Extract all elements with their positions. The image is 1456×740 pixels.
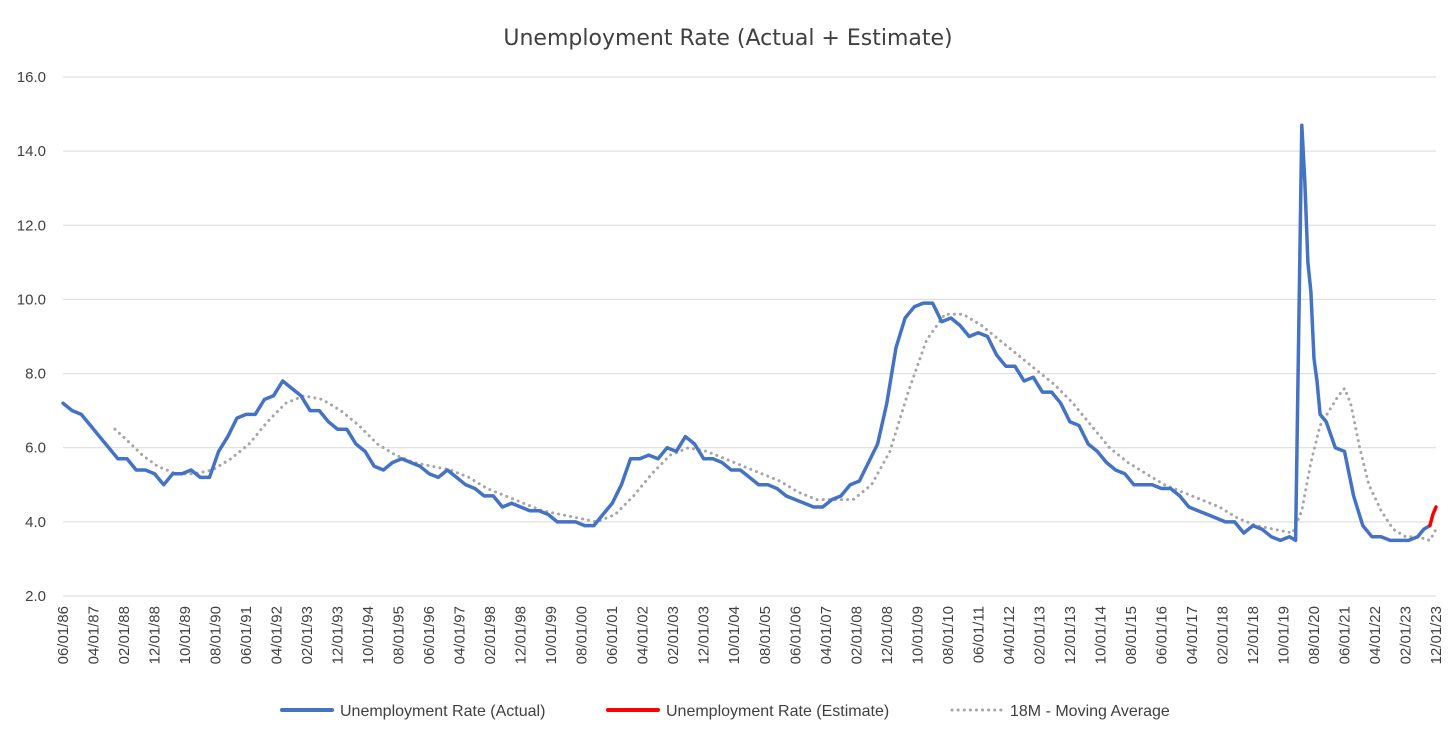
x-tick-label: 10/01/09: [909, 606, 926, 664]
x-tick-label: 02/01/23: [1397, 606, 1414, 664]
x-tick-label: 04/01/92: [269, 606, 286, 664]
x-tick-label: 08/01/20: [1306, 606, 1323, 664]
x-tick-label: 06/01/91: [238, 606, 255, 664]
legend-label-0: Unemployment Rate (Actual): [340, 703, 545, 720]
x-tick-label: 12/01/08: [879, 606, 896, 664]
y-tick-label: 16.0: [17, 69, 46, 86]
y-tick-label: 4.0: [25, 514, 46, 531]
x-tick-label: 06/01/01: [604, 606, 621, 664]
series-line-0: [61, 123, 1432, 543]
y-tick-label: 6.0: [25, 440, 46, 457]
x-tick-label: 08/01/00: [574, 606, 591, 664]
x-tick-label: 08/01/90: [208, 606, 225, 664]
x-tick-label: 04/01/87: [86, 606, 103, 664]
legend: Unemployment Rate (Actual) Unemployment R…: [280, 703, 1170, 720]
x-tick-label: 10/01/14: [1092, 606, 1109, 664]
series-line-1: [1428, 505, 1438, 528]
y-axis-ticks: 2.0 4.0 6.0 8.0 10.0 12.0 14.0 16.0: [17, 69, 46, 605]
x-tick-label: 02/01/93: [299, 606, 316, 664]
series-line-2: [113, 312, 1438, 542]
x-tick-label: 02/01/03: [665, 606, 682, 664]
x-tick-label: 06/01/86: [55, 606, 72, 664]
x-tick-label: 06/01/96: [421, 606, 438, 664]
x-tick-label: 08/01/05: [757, 606, 774, 664]
x-tick-label: 02/01/13: [1031, 606, 1048, 664]
y-tick-label: 12.0: [17, 217, 46, 234]
x-tick-label: 10/01/99: [543, 606, 560, 664]
x-tick-label: 04/01/97: [452, 606, 469, 664]
x-tick-label: 04/01/07: [818, 606, 835, 664]
x-tick-label: 02/01/88: [116, 606, 133, 664]
y-tick-label: 10.0: [17, 291, 46, 308]
x-tick-label: 12/01/03: [696, 606, 713, 664]
x-tick-label: 06/01/06: [787, 606, 804, 664]
y-tick-label: 2.0: [25, 588, 46, 605]
x-tick-label: 02/01/08: [848, 606, 865, 664]
x-tick-label: 12/01/88: [147, 606, 164, 664]
y-tick-label: 8.0: [25, 366, 46, 383]
legend-label-2: 18M - Moving Average: [1010, 703, 1170, 720]
legend-label-1: Unemployment Rate (Estimate): [666, 703, 889, 720]
x-tick-label: 10/01/04: [726, 606, 743, 664]
x-tick-label: 06/01/21: [1336, 606, 1353, 664]
x-tick-label: 06/01/16: [1153, 606, 1170, 664]
x-tick-label: 04/01/12: [1001, 606, 1018, 664]
x-tick-label: 12/01/18: [1245, 606, 1262, 664]
x-tick-label: 10/01/19: [1275, 606, 1292, 664]
series-lines: [61, 123, 1438, 543]
x-tick-label: 12/01/23: [1428, 606, 1445, 664]
y-tick-label: 14.0: [17, 143, 46, 160]
x-tick-label: 08/01/15: [1123, 606, 1140, 664]
x-tick-label: 12/01/93: [330, 606, 347, 664]
x-tick-label: 10/01/94: [360, 606, 377, 664]
x-tick-label: 04/01/02: [635, 606, 652, 664]
x-tick-label: 02/01/98: [482, 606, 499, 664]
x-tick-label: 04/01/22: [1367, 606, 1384, 664]
grid-lines: [63, 76, 1436, 597]
x-tick-label: 10/01/89: [177, 606, 194, 664]
x-tick-label: 08/01/95: [391, 606, 408, 664]
x-tick-label: 06/01/11: [970, 606, 987, 663]
x-axis-ticks: 06/01/86 04/01/87 02/01/88 12/01/88 10/01/89…: [55, 606, 1445, 664]
chart-title: Unemployment Rate (Actual + Estimate): [503, 26, 952, 51]
x-tick-label: 12/01/98: [513, 606, 530, 664]
x-tick-label: 04/01/17: [1184, 606, 1201, 664]
x-tick-label: 12/01/13: [1062, 606, 1079, 664]
x-tick-label: 08/01/10: [940, 606, 957, 664]
x-tick-label: 02/01/18: [1214, 606, 1231, 664]
